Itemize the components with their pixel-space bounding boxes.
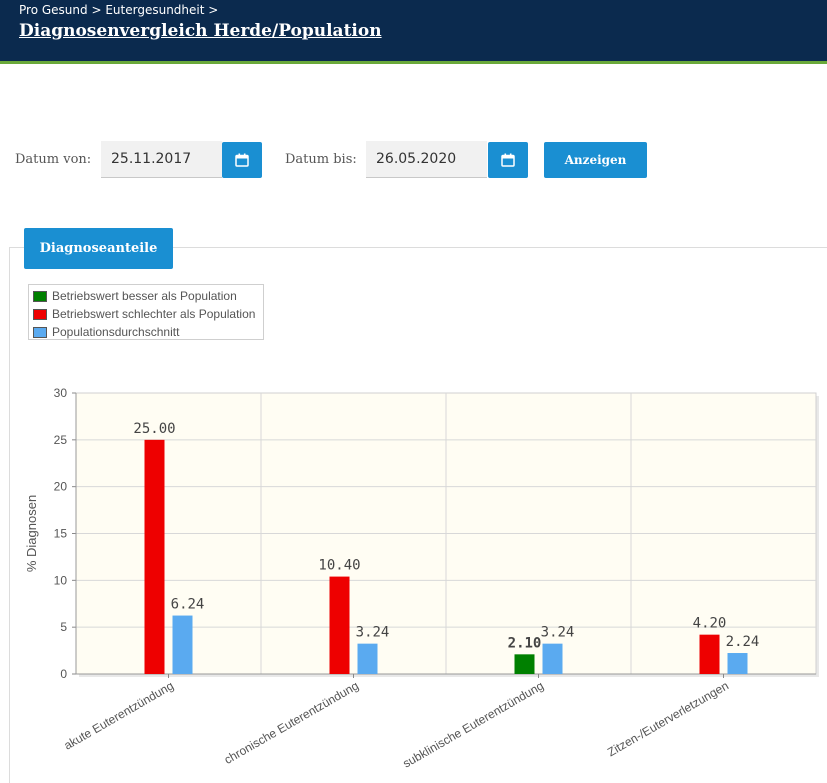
data-label-population: 6.24 — [171, 597, 205, 613]
legend-label-population: Populationsdurchschnitt — [52, 325, 180, 339]
date-from-calendar-button[interactable] — [222, 142, 262, 178]
page-title: Diagnosenvergleich Herde/Population — [19, 21, 382, 41]
data-label-betriebswert: 10.40 — [318, 558, 360, 574]
data-label-betriebswert: 4.20 — [693, 616, 727, 632]
breadcrumb-item-eutergesundheit[interactable]: Eutergesundheit — [105, 3, 205, 17]
page-header: Pro Gesund > Eutergesundheit > Diagnosen… — [0, 0, 827, 64]
bar-betriebswert — [144, 439, 165, 674]
bar-populationsdurchschnitt — [727, 653, 748, 674]
y-tick-label: 10 — [54, 573, 68, 587]
date-to-input[interactable] — [366, 141, 487, 178]
date-to-label: Datum bis: — [285, 152, 357, 167]
legend-label-better: Betriebswert besser als Population — [52, 289, 237, 303]
legend-item-worse: Betriebswert schlechter als Population — [33, 305, 259, 323]
legend-item-better: Betriebswert besser als Population — [33, 287, 259, 305]
tab-diagnoseanteile[interactable]: Diagnoseanteile — [24, 228, 173, 269]
date-from-input[interactable] — [101, 141, 222, 178]
y-tick-label: 0 — [60, 667, 67, 681]
data-label-population: 3.24 — [541, 625, 575, 641]
breadcrumb-separator: > — [208, 3, 219, 17]
legend-swatch-population — [33, 326, 47, 338]
legend-label-worse: Betriebswert schlechter als Population — [52, 307, 256, 321]
bar-betriebswert — [329, 576, 350, 674]
bar-betriebswert — [699, 634, 720, 674]
chart-panel — [9, 247, 827, 783]
data-label-population: 3.24 — [356, 625, 390, 641]
calendar-icon — [501, 153, 515, 167]
y-tick-label: 20 — [54, 480, 68, 494]
x-tick-label: akute Euterentzündung — [62, 678, 176, 752]
bar-populationsdurchschnitt — [542, 643, 563, 674]
bar-populationsdurchschnitt — [357, 643, 378, 674]
x-tick-label: Zitzen-/Euterverletzungen — [605, 678, 731, 759]
y-tick-label: 30 — [54, 386, 68, 400]
x-tick-label: subklinische Euterentzündung — [400, 678, 546, 770]
legend-swatch-better — [33, 290, 47, 302]
show-button[interactable]: Anzeigen — [544, 142, 647, 178]
breadcrumb: Pro Gesund > Eutergesundheit > — [19, 3, 218, 17]
calendar-icon — [235, 153, 249, 167]
y-axis-title: % Diagnosen — [24, 495, 39, 572]
data-label-betriebswert: 2.10 — [508, 635, 542, 651]
x-tick-label: chronische Euterentzündung — [222, 678, 361, 767]
data-label-population: 2.24 — [726, 634, 760, 650]
data-label-betriebswert: 25.00 — [133, 421, 175, 437]
date-to-calendar-button[interactable] — [488, 142, 528, 178]
breadcrumb-item-pro-gesund[interactable]: Pro Gesund — [19, 3, 88, 17]
y-tick-label: 25 — [54, 433, 68, 447]
breadcrumb-separator: > — [91, 3, 102, 17]
bar-populationsdurchschnitt — [172, 615, 193, 674]
bar-betriebswert — [514, 654, 535, 674]
legend-item-population: Populationsdurchschnitt — [33, 323, 259, 341]
date-from-label: Datum von: — [15, 152, 92, 167]
y-tick-label: 5 — [60, 620, 67, 634]
legend-swatch-worse — [33, 308, 47, 320]
y-tick-label: 15 — [54, 527, 68, 541]
chart-legend: Betriebswert besser als Population Betri… — [28, 284, 264, 340]
